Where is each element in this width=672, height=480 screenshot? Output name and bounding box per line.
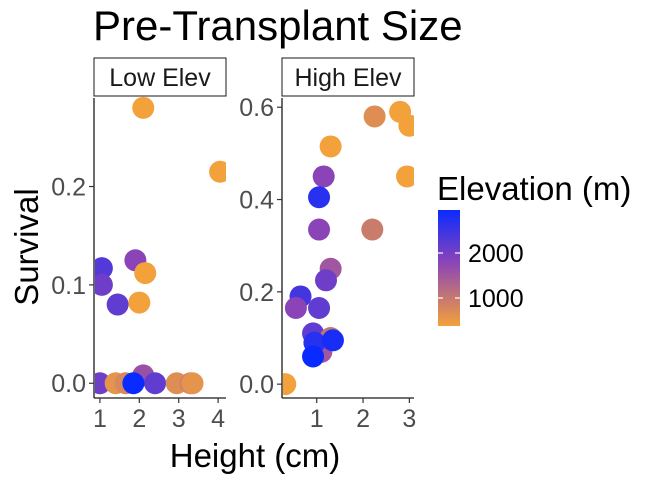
- data-point: [209, 160, 226, 183]
- y-axis-title: Survival: [8, 188, 45, 305]
- points: [283, 100, 414, 396]
- data-point: [308, 218, 331, 241]
- plot-title: Pre-Transplant Size: [93, 2, 463, 49]
- panel-0: Low Elev 0.0 0.1 0.2 1 2 3 4: [51, 57, 227, 433]
- x-tick-label: 3: [402, 405, 416, 433]
- points: [95, 96, 226, 395]
- data-point: [95, 273, 113, 296]
- data-point: [315, 269, 337, 292]
- y-tick-label: 0.2: [239, 279, 274, 307]
- panel-1: High Elev 0.0 0.2 0.4 0.6 1 2 3: [239, 57, 416, 433]
- x-axis-title: Height (cm): [170, 437, 341, 474]
- y-tick-label: 0.0: [51, 370, 86, 398]
- data-point: [321, 329, 344, 352]
- y-tick-label: 0.2: [51, 174, 86, 202]
- y-tick-label: 0.1: [51, 272, 86, 300]
- data-point: [132, 96, 155, 119]
- x-tick-label: 3: [172, 405, 186, 433]
- data-point: [95, 257, 113, 280]
- data-point: [302, 345, 325, 368]
- data-point: [283, 373, 297, 396]
- data-point: [284, 297, 307, 319]
- data-point: [128, 291, 151, 314]
- data-point: [144, 372, 167, 395]
- strip-box: [281, 57, 415, 97]
- x-tick-label: 4: [211, 405, 225, 433]
- strip-label: High Elev: [295, 64, 402, 92]
- data-point: [361, 218, 384, 241]
- data-point: [122, 372, 145, 395]
- data-point: [181, 372, 204, 395]
- data-point: [308, 297, 331, 319]
- legend-title: Elevation (m): [437, 170, 631, 207]
- x-tick-label: 2: [132, 405, 146, 433]
- data-point: [134, 262, 157, 285]
- data-point: [398, 114, 414, 137]
- strip-label: Low Elev: [109, 64, 211, 92]
- y-tick-label: 0.0: [239, 371, 274, 399]
- legend: Elevation (m) 2000 1000: [437, 170, 631, 326]
- strip-box: [93, 57, 227, 97]
- x-tick-label: 2: [356, 405, 370, 433]
- data-point: [363, 105, 386, 128]
- data-point: [308, 186, 331, 209]
- y-tick-label: 0.4: [239, 187, 274, 215]
- data-point: [396, 165, 414, 188]
- data-point: [106, 293, 129, 316]
- x-tick-label: 1: [93, 405, 107, 433]
- data-point: [312, 165, 335, 188]
- legend-label-1000: 1000: [468, 285, 524, 313]
- x-tick-label: 1: [310, 405, 324, 433]
- y-tick-label: 0.6: [239, 94, 274, 122]
- legend-colorbar: [438, 210, 460, 326]
- data-point: [319, 135, 342, 158]
- legend-label-2000: 2000: [468, 240, 524, 268]
